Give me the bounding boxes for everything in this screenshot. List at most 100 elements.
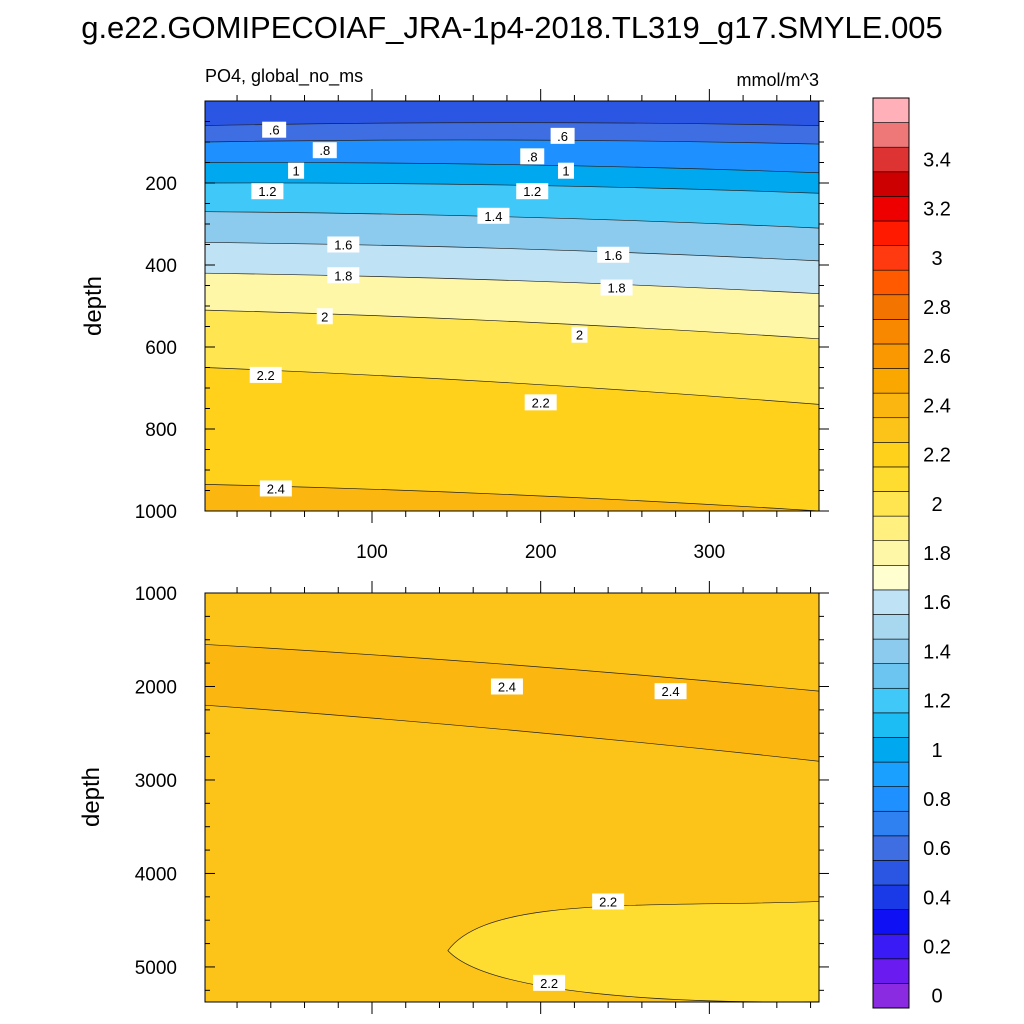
contour-label-box <box>592 893 625 910</box>
colorbar-swatch <box>872 319 910 345</box>
colorbar-swatch <box>872 417 910 443</box>
colorbar-swatch <box>872 761 910 787</box>
y-tick-label: 600 <box>145 338 177 359</box>
contour-label-box <box>316 308 333 325</box>
colorbar-swatch <box>872 638 910 664</box>
contour-label-box <box>477 207 510 224</box>
colorbar-swatch <box>872 614 910 640</box>
contour-label: .6 <box>269 123 280 138</box>
upper-panel-contour-labels: .6 .8 1 1.2 .6 .8 1 1.2 1.4 1.6 1.8 2 1.6 1.8 2 2.2 2.2 2… <box>249 121 633 497</box>
contour-label: 2.4 <box>267 481 285 496</box>
contour-line <box>205 367 819 405</box>
contour-label: 1.6 <box>334 238 352 253</box>
contour-label: 2 <box>321 309 328 324</box>
y-tick-label: 5000 <box>135 958 177 979</box>
upper-panel-y-axis-label: depth <box>80 276 107 336</box>
x-tick-label: 300 <box>694 542 726 563</box>
colorbar-tick-label: 2.4 <box>923 395 951 417</box>
colorbar-tick-label: 0 <box>931 986 942 1008</box>
contour-label: 2.2 <box>257 368 275 383</box>
colorbar-swatch <box>872 515 910 542</box>
contour-label: 1.4 <box>484 209 502 224</box>
colorbar: 0 0.2 0.4 0.6 0.8 1 1.2 1.4 1.6 1.8 2 2.2 2.4 2.6 2.8 3… <box>872 97 951 1009</box>
contour-line <box>205 644 819 692</box>
contour-label: 2.4 <box>662 684 680 699</box>
colorbar-swatch <box>872 491 910 517</box>
contour-label: 2.2 <box>540 976 558 991</box>
contour-label-box <box>600 279 633 296</box>
colorbar-tick-label: 0.8 <box>923 789 951 811</box>
contour-label-box <box>327 236 360 253</box>
contour-label-box <box>288 162 305 179</box>
contour-fill-band <box>205 367 819 511</box>
contour-line <box>205 211 819 229</box>
contour-label-box <box>550 127 575 144</box>
colorbar-swatch <box>872 196 910 222</box>
colorbar-swatch <box>872 368 910 394</box>
colorbar-swatch <box>872 860 910 886</box>
colorbar-swatch <box>872 146 910 173</box>
contour-label-box <box>520 148 545 165</box>
contour-line <box>205 309 819 340</box>
contour-label: .8 <box>319 143 330 158</box>
y-tick-label: 200 <box>145 174 177 195</box>
colorbar-swatch <box>872 392 910 419</box>
y-tick-label: 1000 <box>135 584 177 605</box>
contour-label-box <box>524 394 557 411</box>
y-tick-label: 1000 <box>135 502 177 523</box>
contour-label-box <box>516 183 549 200</box>
colorbar-tick-label: 2.2 <box>923 445 951 467</box>
contour-line <box>205 272 819 295</box>
x-tick-label: 100 <box>356 542 388 563</box>
colorbar-swatch <box>872 245 910 271</box>
contour-label: 2 <box>576 328 583 343</box>
colorbar-swatch <box>872 466 910 492</box>
colorbar-swatch <box>872 294 910 320</box>
upper-depth-panel: .6.811.2.6.811.21.41.61.821.61.822.22.22… <box>80 89 829 563</box>
upper-panel-contour-lines <box>205 122 819 511</box>
colorbar-tick-label: 1 <box>931 740 942 762</box>
colorbar-swatch <box>872 171 910 197</box>
contour-label: 1 <box>562 164 569 179</box>
contour-line <box>205 242 819 262</box>
contour-label: 1.8 <box>334 268 352 283</box>
colorbar-tick-label: 0.4 <box>923 887 951 909</box>
colorbar-tick-label: 2 <box>931 494 942 516</box>
colorbar-tick-label: 1.2 <box>923 691 951 713</box>
contour-label: 1.8 <box>608 281 626 296</box>
lower-depth-panel: 2.4 2.4 2.2 2.2 1000 2000 3000 4000 5000 depth <box>78 581 829 1014</box>
contour-label-box <box>312 142 337 159</box>
contour-label: 2.2 <box>532 395 550 410</box>
contour-line <box>205 704 819 762</box>
colorbar-swatch <box>872 122 910 148</box>
contour-label-box <box>654 683 687 700</box>
colorbar-tick-label: 3.2 <box>923 199 951 221</box>
variable-label: PO4, global_no_ms <box>205 66 363 87</box>
colorbar-swatch <box>872 663 910 689</box>
colorbar-swatch <box>872 220 910 246</box>
y-tick-label: 4000 <box>135 864 177 885</box>
figure-title: g.e22.GOMIPECOIAF_JRA-1p4-2018.TL319_g17… <box>81 10 943 45</box>
colorbar-swatch <box>872 909 910 935</box>
contour-label: 2.4 <box>498 679 516 694</box>
contour-label-box <box>251 183 284 200</box>
contour-label: 1.6 <box>604 248 622 263</box>
colorbar-swatch <box>872 737 910 763</box>
contour-label: 1 <box>292 164 299 179</box>
y-tick-label: 400 <box>145 256 177 277</box>
colorbar-tick-label: 3 <box>931 248 942 270</box>
contour-label: 1.2 <box>258 184 276 199</box>
contour-line <box>205 182 819 194</box>
colorbar-swatch <box>872 589 910 615</box>
colorbar-tick-label: 1.6 <box>923 592 951 614</box>
colorbar-swatch <box>872 269 910 296</box>
contour-label-box <box>249 366 282 383</box>
colorbar-swatch <box>872 933 910 960</box>
contour-line <box>205 139 819 145</box>
contour-label-box <box>327 267 360 284</box>
contour-label: 1.2 <box>523 184 541 199</box>
colorbar-swatch <box>872 786 910 812</box>
colorbar-swatch <box>872 97 910 123</box>
colorbar-swatch <box>872 687 910 714</box>
colorbar-swatch <box>872 442 910 468</box>
